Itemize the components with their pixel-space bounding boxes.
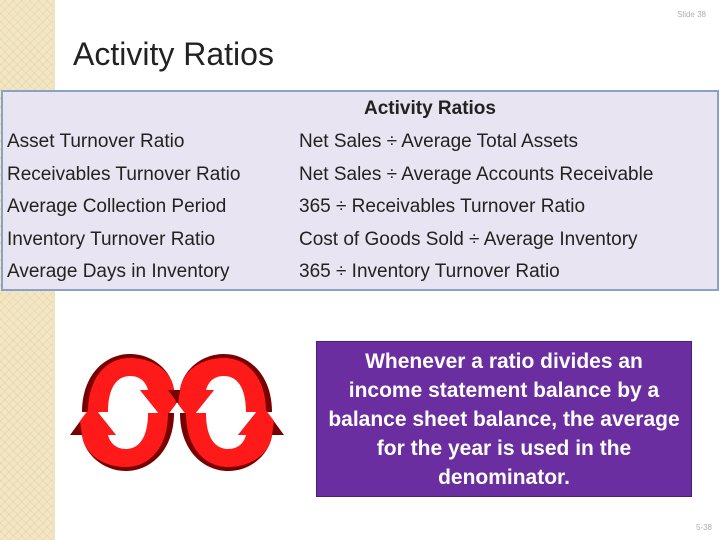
callout-note: Whenever a ratio divides an income state… — [316, 341, 692, 497]
ratio-formula: Net Sales ÷ Average Accounts Receivable — [299, 163, 654, 185]
ratio-formula: Net Sales ÷ Average Total Assets — [299, 131, 579, 153]
slide-label: Slide 38 — [677, 10, 706, 19]
ratio-formula: Cost of Goods Sold ÷ Average Inventory — [299, 228, 638, 250]
cycle-arrows-icon — [168, 354, 284, 471]
ratio-formula: 365 ÷ Receivables Turnover Ratio — [299, 196, 586, 218]
table-row: Average Days in Inventory 365 ÷ Inventor… — [3, 256, 717, 289]
ratio-name: Average Collection Period — [7, 196, 227, 218]
ratio-name: Average Days in Inventory — [7, 261, 230, 283]
table-row: Receivables Turnover Ratio Net Sales ÷ A… — [3, 159, 717, 192]
ratio-name: Asset Turnover Ratio — [7, 131, 185, 153]
ratio-name: Inventory Turnover Ratio — [7, 228, 216, 250]
table-row: Inventory Turnover Ratio Cost of Goods S… — [3, 224, 717, 257]
cycle-arrows-icon — [70, 354, 186, 471]
slide-title: Activity Ratios — [73, 36, 274, 72]
table-header: Activity Ratios — [364, 98, 496, 119]
ratio-formula: 365 ÷ Inventory Turnover Ratio — [299, 261, 560, 283]
ratio-name: Receivables Turnover Ratio — [7, 163, 241, 185]
table-row: Average Collection Period 365 ÷ Receivab… — [3, 191, 717, 224]
activity-ratios-table: Activity Ratios Asset Turnover Ratio Net… — [1, 90, 719, 291]
table-row: Asset Turnover Ratio Net Sales ÷ Average… — [3, 126, 717, 159]
page-number: 5-38 — [695, 523, 712, 532]
cycle-arrows-graphic — [70, 354, 284, 471]
